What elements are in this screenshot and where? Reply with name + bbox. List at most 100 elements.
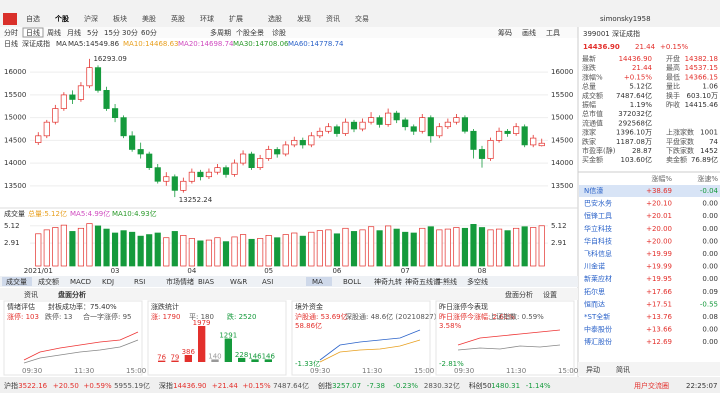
volume-bar: [419, 227, 426, 267]
quote-label: 最新: [582, 54, 596, 63]
x-tick-label: 03: [111, 267, 120, 275]
volume-bar: [402, 231, 409, 267]
quote-label: 总量: [582, 82, 596, 91]
candle-body: [470, 130, 477, 150]
candle-body: [188, 171, 195, 182]
quote-value: 1.06: [702, 83, 718, 91]
candle-body: [333, 126, 341, 134]
quote-label: 成交额: [582, 91, 603, 100]
quote-value: 14382.18: [685, 55, 718, 63]
candle-body: [214, 167, 221, 173]
quote-label: 最高: [666, 63, 680, 72]
volume-bar: [257, 238, 264, 267]
panel-action: 盘面分析: [505, 290, 533, 299]
candle-body: [367, 117, 375, 123]
candle-body: [350, 121, 358, 130]
overlay-tab: BOLL: [343, 278, 361, 286]
period-tab: 周线: [47, 28, 61, 37]
stock-name: 飞科信息: [584, 249, 612, 258]
legend-item: MA30:14708.06: [233, 40, 289, 48]
candle-body: [35, 135, 42, 143]
quote-value: +0.15%: [624, 73, 652, 81]
axis-label: -2.81%: [439, 360, 464, 368]
logo: [3, 13, 17, 25]
candle-body: [461, 117, 469, 132]
quote-value: 1452: [700, 147, 718, 155]
tool: 工具: [546, 29, 560, 37]
status-bar: [0, 377, 720, 393]
y-tick-label: 16000: [551, 68, 573, 76]
y-tick-label: 15000: [4, 114, 26, 122]
volume-bar: [291, 232, 298, 267]
volume-bar: [60, 224, 67, 267]
candle-body: [299, 140, 306, 146]
candle-body: [137, 149, 144, 155]
stock-speed: 0.00: [702, 200, 718, 208]
volume-bar: [342, 227, 349, 267]
quote-value: 372032亿: [618, 109, 652, 118]
y-tick-label: 5.12: [4, 222, 20, 230]
trend-line: [23, 331, 139, 361]
y-tick-label: 16000: [4, 68, 26, 76]
candle-body: [163, 176, 170, 182]
legend-item: MA60:14778.74: [288, 40, 344, 48]
quote-value: 14436.90: [619, 55, 652, 63]
stock-speed: 0.00: [702, 225, 718, 233]
perf-line: [457, 329, 561, 346]
menu-item: 沪深: [84, 14, 98, 23]
quote-label: 涨家: [582, 128, 596, 137]
x-tick-label: 08: [478, 267, 487, 275]
candle-body: [171, 176, 178, 191]
volume-bar: [530, 227, 537, 267]
quote-value: 1396.10万: [616, 129, 652, 137]
volume-bar: [77, 227, 85, 267]
status-right: 用户交流圈: [634, 381, 669, 390]
volume-bar: [239, 234, 247, 267]
stat: 涨停: 103: [7, 312, 39, 321]
candle-body: [530, 137, 537, 146]
indicator-tab: BIAS: [198, 278, 215, 286]
stock-pct: +20.01: [646, 212, 672, 220]
stock-speed: -0.04: [700, 187, 719, 195]
stat-bar: [184, 354, 192, 362]
period-tab: 30分: [122, 28, 138, 37]
volume-bar: [308, 231, 315, 267]
section: [3, 300, 143, 376]
candle-body: [265, 149, 272, 159]
volume-bar: [231, 236, 238, 267]
candle-body: [154, 167, 161, 182]
candle-body: [52, 108, 59, 123]
quote-value: 5.12亿: [629, 82, 652, 91]
stat-bar: [171, 360, 179, 362]
candle-body: [410, 126, 417, 132]
x-tick-label: 07: [401, 267, 410, 275]
active-period: [22, 27, 44, 38]
y-tick-label: 14500: [4, 136, 26, 144]
candle-body: [282, 144, 289, 155]
high-annotation: 16293.09: [93, 55, 126, 63]
status-item: 7487.64亿: [273, 381, 309, 390]
stat: 昨日涨停今涨幅: 2.61%: [439, 312, 515, 321]
candle-body: [393, 112, 400, 121]
stock-pct: +19.99: [646, 250, 672, 258]
label: 日线: [4, 39, 18, 48]
volume-bar: [478, 227, 486, 267]
candle-body: [248, 153, 255, 168]
candle-body: [359, 121, 366, 130]
stat: 合一字涨停: 95: [83, 312, 132, 321]
volume-bar: [248, 238, 255, 267]
overlay-tab: 神奇五线谱: [405, 277, 440, 286]
axis-label: 3.58%: [439, 322, 462, 330]
stock-name: 巴安水务: [584, 199, 612, 208]
quote-label: 量比: [666, 82, 680, 91]
candle-body: [197, 171, 204, 178]
flow-line: [319, 339, 421, 363]
quote-value: 74: [709, 138, 718, 146]
status-item: 5955.19亿: [114, 381, 150, 390]
list-tab: 异动: [586, 365, 600, 374]
volume-bar: [436, 229, 443, 267]
time-label: 15:00: [414, 367, 434, 375]
y-tick-label: 15000: [551, 114, 573, 122]
indicator-tab: MACD: [70, 278, 91, 286]
